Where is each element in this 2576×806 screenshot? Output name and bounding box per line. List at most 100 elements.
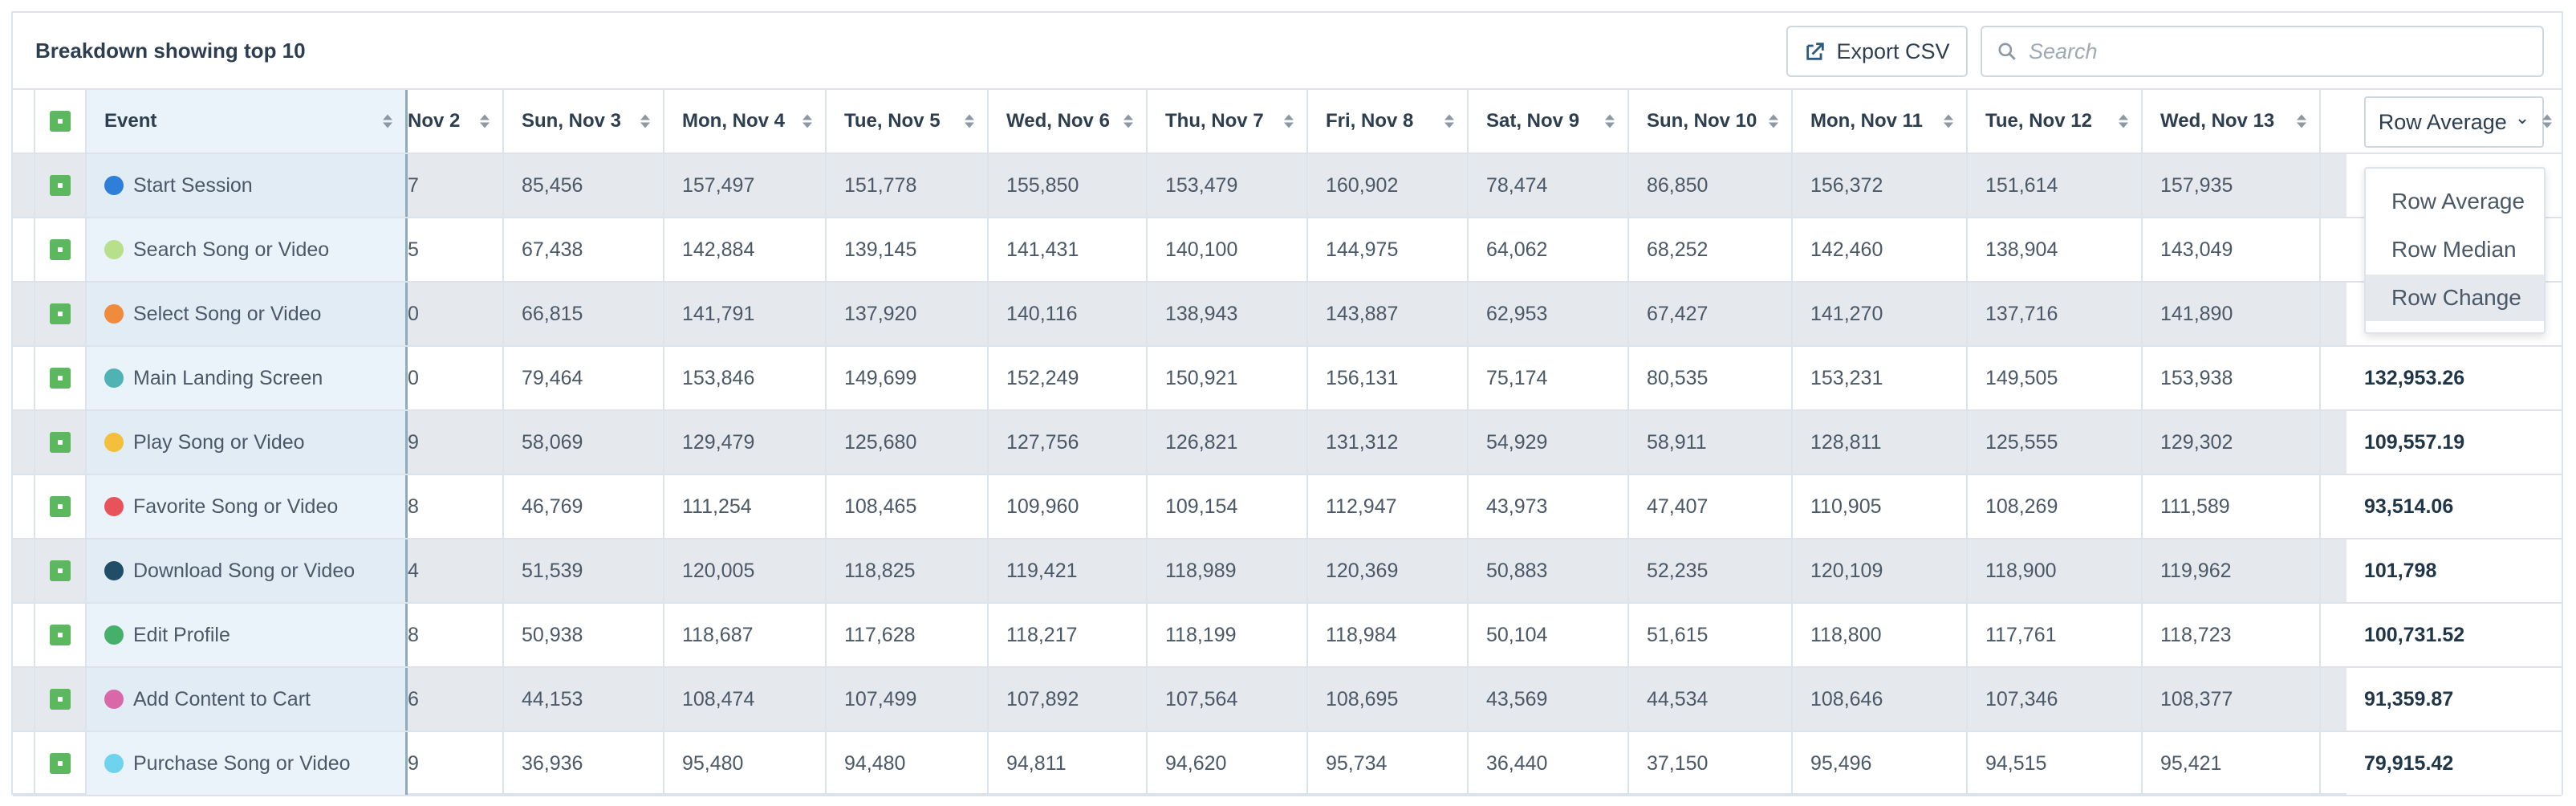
row-checkbox[interactable] bbox=[50, 303, 71, 324]
table-row[interactable]: Select Song or Video 0 66,815 141,791 137,92… bbox=[13, 283, 2562, 347]
value-cell: 138,943 bbox=[1148, 283, 1308, 345]
value-cell: 50,883 bbox=[1469, 539, 1629, 602]
value-cell: 36,936 bbox=[504, 732, 664, 795]
value-cell: 111,254 bbox=[664, 475, 827, 538]
header-blank-cell bbox=[13, 90, 35, 153]
row-blank-cell bbox=[13, 732, 35, 795]
column-header-date[interactable]: Mon, Nov 4 bbox=[664, 90, 827, 153]
column-header-date[interactable]: Sun, Nov 10 bbox=[1629, 90, 1793, 153]
value-cell: 125,680 bbox=[827, 411, 989, 474]
value-cell: 107,499 bbox=[827, 668, 989, 731]
value-cell: 108,269 bbox=[1968, 475, 2143, 538]
row-checkbox[interactable] bbox=[50, 753, 71, 774]
table-row[interactable]: Edit Profile 8 50,938 118,687 117,628 118,217… bbox=[13, 604, 2562, 668]
event-name-cell: Play Song or Video bbox=[87, 411, 408, 474]
value-cell: 0 bbox=[408, 347, 504, 409]
sort-icon[interactable] bbox=[965, 114, 974, 128]
column-header-date[interactable]: Tue, Nov 12 bbox=[1968, 90, 2143, 153]
value-cell: 157,497 bbox=[664, 154, 827, 217]
event-name-cell: Download Song or Video bbox=[87, 539, 408, 602]
event-name-cell: Purchase Song or Video bbox=[87, 732, 408, 795]
dropdown-option-row-average[interactable]: Row Average bbox=[2391, 189, 2525, 214]
value-cell: 111,589 bbox=[2143, 475, 2321, 538]
column-header-label: Sun, Nov 3 bbox=[522, 110, 622, 132]
value-cell: 94,620 bbox=[1148, 732, 1308, 795]
column-header-date[interactable]: Wed, Nov 6 bbox=[989, 90, 1148, 153]
table-row[interactable]: Purchase Song or Video 9 36,936 95,480 94,48… bbox=[13, 732, 2562, 796]
sort-icon[interactable] bbox=[802, 114, 812, 128]
row-average-cell: 101,798 bbox=[2346, 539, 2562, 602]
column-header-date[interactable]: Fri, Nov 8 bbox=[1308, 90, 1469, 153]
value-cell: 67,438 bbox=[504, 218, 664, 281]
table-row[interactable]: Play Song or Video 9 58,069 129,479 125,680 1… bbox=[13, 411, 2562, 475]
select-all-checkbox[interactable] bbox=[50, 111, 71, 132]
row-checkbox[interactable] bbox=[50, 175, 71, 196]
column-header-date[interactable]: Sat, Nov 9 bbox=[1469, 90, 1629, 153]
column-header-label: Event bbox=[104, 110, 157, 132]
column-header-label: Nov 2 bbox=[408, 110, 461, 132]
row-checkbox[interactable] bbox=[50, 689, 71, 710]
row-checkbox[interactable] bbox=[50, 239, 71, 260]
sort-icon[interactable] bbox=[2119, 114, 2128, 128]
value-cell: 58,069 bbox=[504, 411, 664, 474]
column-header-event[interactable]: Event bbox=[87, 90, 408, 153]
sort-icon[interactable] bbox=[1769, 114, 1778, 128]
table-row[interactable]: Main Landing Screen 0 79,464 153,846 149,699… bbox=[13, 347, 2562, 411]
table-row[interactable]: Favorite Song or Video 8 46,769 111,254 108,… bbox=[13, 475, 2562, 539]
panel-title: Breakdown showing top 10 bbox=[35, 39, 306, 63]
sort-icon[interactable] bbox=[640, 114, 650, 128]
value-cell: 129,479 bbox=[664, 411, 827, 474]
column-header-date[interactable]: Wed, Nov 13 bbox=[2143, 90, 2321, 153]
value-cell: 108,465 bbox=[827, 475, 989, 538]
value-cell: 66,815 bbox=[504, 283, 664, 345]
row-checkbox[interactable] bbox=[50, 432, 71, 453]
series-color-dot bbox=[104, 176, 124, 195]
row-checkbox[interactable] bbox=[50, 560, 71, 581]
sort-icon[interactable] bbox=[383, 114, 392, 128]
table-row[interactable]: Add Content to Cart 6 44,153 108,474 107,499… bbox=[13, 668, 2562, 732]
column-header-date[interactable]: Thu, Nov 7 bbox=[1148, 90, 1308, 153]
column-header-label: Mon, Nov 4 bbox=[682, 110, 786, 132]
row-blank-cell bbox=[13, 604, 35, 666]
export-csv-button[interactable]: Export CSV bbox=[1786, 26, 1968, 77]
search-input[interactable] bbox=[2029, 39, 2510, 64]
value-cell: 118,900 bbox=[1968, 539, 2143, 602]
value-cell: 7 bbox=[408, 154, 504, 217]
value-cell: 139,145 bbox=[827, 218, 989, 281]
value-cell: 142,884 bbox=[664, 218, 827, 281]
value-cell: 118,217 bbox=[989, 604, 1148, 666]
dropdown-option-row-median[interactable]: Row Median bbox=[2391, 237, 2517, 262]
aggregate-select-button[interactable]: Row Average ⌄ bbox=[2364, 96, 2544, 148]
sort-icon[interactable] bbox=[1123, 114, 1133, 128]
row-checkbox[interactable] bbox=[50, 496, 71, 517]
value-cell: 9 bbox=[408, 411, 504, 474]
value-cell: 109,960 bbox=[989, 475, 1148, 538]
value-cell: 51,615 bbox=[1629, 604, 1793, 666]
sort-icon[interactable] bbox=[2542, 114, 2552, 128]
sort-icon[interactable] bbox=[1605, 114, 1615, 128]
column-header-date[interactable]: Nov 2 bbox=[408, 90, 504, 153]
sort-icon[interactable] bbox=[1444, 114, 1454, 128]
row-average-cell: 132,953.26 bbox=[2346, 347, 2562, 409]
sort-icon[interactable] bbox=[2297, 114, 2306, 128]
sort-icon[interactable] bbox=[480, 114, 490, 128]
sort-icon[interactable] bbox=[1284, 114, 1294, 128]
value-cell: 153,938 bbox=[2143, 347, 2321, 409]
column-header-date[interactable]: Mon, Nov 11 bbox=[1793, 90, 1968, 153]
table-row[interactable]: Start Session 7 85,456 157,497 151,778 155,85… bbox=[13, 154, 2562, 218]
table-row[interactable]: Search Song or Video 5 67,438 142,884 139,14… bbox=[13, 218, 2562, 283]
table-row[interactable]: Download Song or Video 4 51,539 120,005 118,… bbox=[13, 539, 2562, 604]
column-header-date[interactable]: Tue, Nov 5 bbox=[827, 90, 989, 153]
row-blank-cell bbox=[13, 283, 35, 345]
row-checkbox[interactable] bbox=[50, 625, 71, 645]
dropdown-option-row-change[interactable]: Row Change bbox=[2366, 275, 2544, 321]
sort-icon[interactable] bbox=[1944, 114, 1953, 128]
value-cell: 44,153 bbox=[504, 668, 664, 731]
value-cell: 120,109 bbox=[1793, 539, 1968, 602]
event-name-cell: Favorite Song or Video bbox=[87, 475, 408, 538]
event-name-cell: Main Landing Screen bbox=[87, 347, 408, 409]
search-box[interactable] bbox=[1981, 26, 2544, 77]
value-cell: 155,850 bbox=[989, 154, 1148, 217]
column-header-date[interactable]: Sun, Nov 3 bbox=[504, 90, 664, 153]
row-checkbox[interactable] bbox=[50, 368, 71, 389]
